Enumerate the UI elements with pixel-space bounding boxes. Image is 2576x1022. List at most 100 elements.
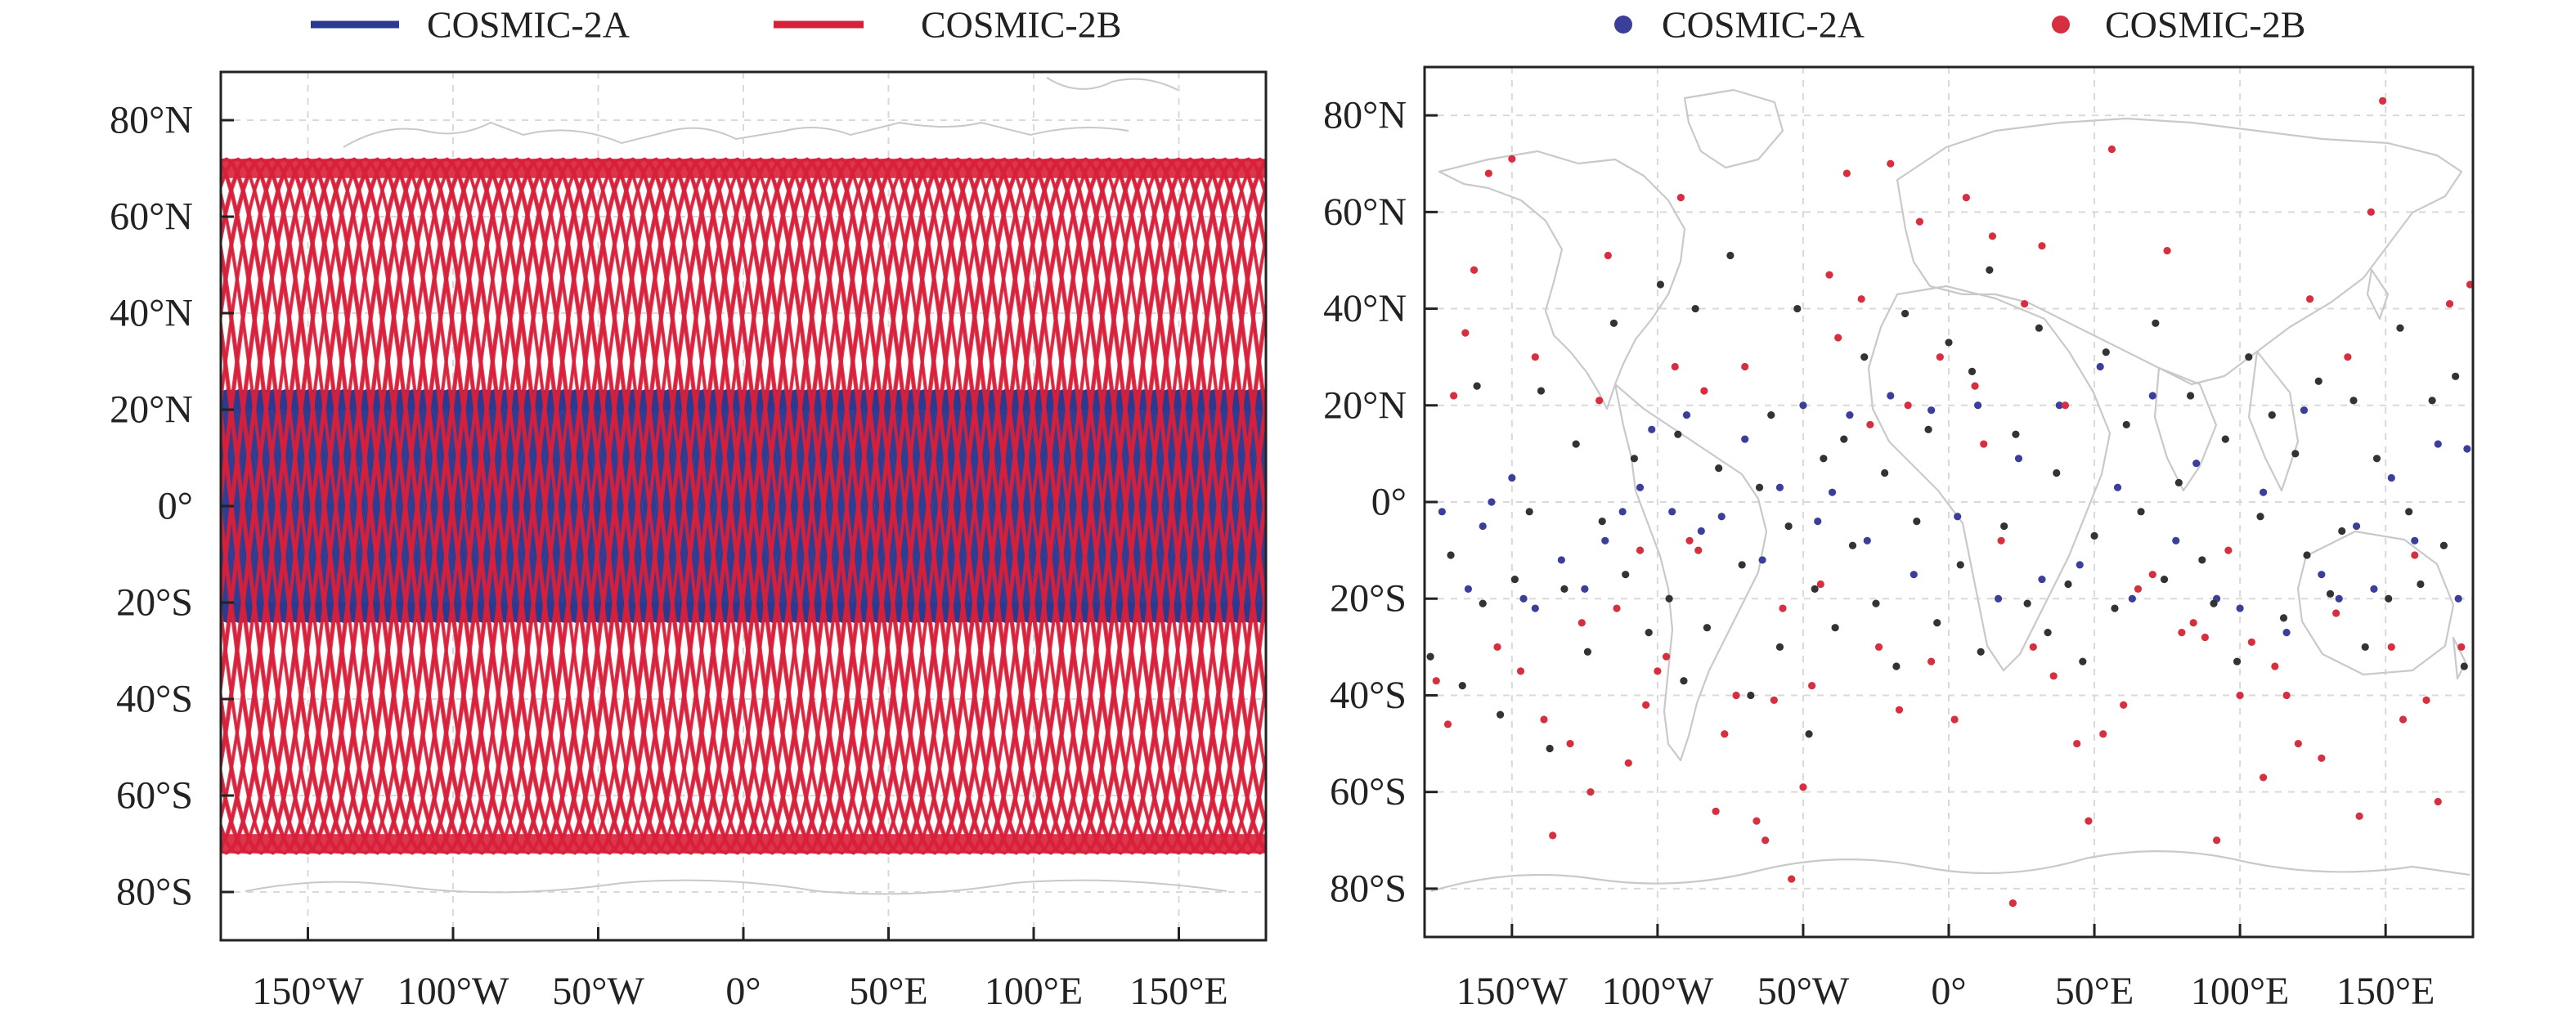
occultation-point: [2128, 594, 2136, 603]
occultation-point: [1755, 483, 1764, 491]
occultation-point: [1872, 599, 1880, 607]
occultation-point: [1741, 435, 1749, 443]
occultation-point: [2338, 527, 2346, 536]
x-axis: 150°W 100°W 50°W 0° 50°E 100°E 150°E: [1456, 924, 2435, 1013]
x-tick-label: 150°E: [2336, 970, 2435, 1013]
occultation-point: [2044, 629, 2052, 637]
ground-track-2b: [221, 157, 1266, 855]
occultation-point: [2405, 508, 2413, 516]
occultation-point: [2332, 609, 2340, 617]
ground-track-panel: COSMIC-2A COSMIC-2B 80°N 60°N 40°N 20°N 0° 20°…: [110, 4, 1268, 1013]
occultation-point: [2160, 575, 2169, 584]
occultation-point: [1814, 518, 1822, 526]
occultation-point: [2457, 643, 2466, 651]
occultation-point: [1537, 387, 1546, 395]
occultation-point: [1426, 652, 1434, 661]
occultation-point: [1712, 807, 1720, 815]
occultation-point: [1598, 518, 1606, 526]
occultation-point: [2385, 594, 2393, 603]
occultation-point: [1685, 536, 1694, 545]
occultation-point: [1758, 556, 1766, 564]
ground-track-2b: [221, 158, 1266, 854]
occultation-point: [1479, 522, 1487, 531]
occultation-point: [2178, 629, 2186, 637]
occultation-point: [1962, 194, 1970, 202]
occultation-point: [2236, 691, 2244, 700]
occultation-point: [2355, 812, 2363, 820]
x-tick-label: 50°W: [1757, 970, 1850, 1013]
occultation-point: [2268, 411, 2276, 419]
occultation-point: [1624, 759, 1632, 767]
occultation-point: [2463, 445, 2471, 453]
occultation-point: [1936, 353, 1944, 361]
ground-track-band: [221, 834, 1266, 854]
coastline-basemap: [1430, 88, 2471, 893]
occultation-point: [2349, 397, 2358, 405]
occultation-point: [2221, 435, 2229, 443]
occultation-point: [1572, 440, 1580, 448]
occultation-point: [2434, 440, 2442, 448]
occultation-point: [1613, 604, 1621, 612]
occultation-point: [2076, 561, 2084, 569]
x-tick-label: 150°W: [1456, 970, 1568, 1013]
x-tick-label: 100°W: [397, 970, 509, 1013]
occultation-point: [2367, 208, 2375, 216]
occultation-point: [2038, 242, 2046, 250]
occultation-point: [2107, 145, 2116, 154]
occultation-point: [1557, 556, 1565, 564]
occultation-point: [1694, 546, 1703, 554]
occultation-point: [1831, 624, 1839, 632]
occultation-point: [1997, 536, 2005, 545]
occultation-point: [1805, 730, 1813, 738]
ground-track-2b: [221, 158, 1266, 854]
occultation-point: [1458, 682, 1466, 690]
occultation-point: [1630, 455, 1638, 463]
occultation-point: [1618, 508, 1627, 516]
occultation-point: [1715, 464, 1723, 473]
chart-legend: COSMIC-2A COSMIC-2B: [311, 4, 1121, 46]
occultation-point: [2445, 300, 2454, 308]
ground-track-2b: [221, 158, 1266, 854]
occultation-point: [2428, 397, 2436, 405]
y-tick-label: 60°N: [1323, 191, 1407, 234]
legend-swatch: [1614, 16, 1632, 34]
occultation-point: [1656, 280, 1665, 289]
occultation-point: [2305, 295, 2314, 303]
occultation-point: [1508, 473, 1516, 482]
occultation-point: [1799, 401, 1807, 410]
y-tick-label: 0°: [1371, 481, 1407, 524]
occultation-point: [1642, 701, 1650, 709]
occultation-point: [1732, 691, 1740, 700]
y-axis: 80°N 60°N 40°N 20°N 0° 20°S 40°S 60°S 80°S: [110, 99, 234, 914]
occultation-point: [1866, 420, 1874, 429]
occultation-point: [2271, 662, 2279, 670]
occultation-point: [2023, 599, 2031, 607]
occultation-point: [1857, 295, 1865, 303]
occultation-point: [2417, 580, 2425, 589]
y-tick-label: 80°S: [1330, 867, 1407, 910]
occultation-point: [1924, 425, 1932, 433]
legend-swatch: [2052, 16, 2070, 34]
occultation-point: [1892, 662, 1901, 670]
occultation-point: [1950, 715, 1959, 724]
occultation-point: [1622, 571, 1630, 579]
occultation-point: [1691, 304, 1699, 313]
occultation-point: [1531, 604, 1539, 612]
occultation-point: [2291, 450, 2300, 458]
occultation-point: [2152, 319, 2160, 327]
occultation-point: [1671, 362, 1679, 371]
x-tick-label: 150°W: [252, 970, 364, 1013]
occultation-point: [1601, 536, 1609, 545]
occultation-point: [2014, 455, 2023, 463]
occultation-point: [1945, 338, 1953, 347]
chart-grid: [1425, 67, 2473, 937]
occultation-point: [2102, 348, 2110, 356]
occultation-point: [2122, 420, 2130, 429]
occultation-point: [1811, 585, 1819, 594]
x-tick-label: 100°E: [985, 970, 1084, 1013]
occultation-point: [2399, 715, 2408, 724]
occultation-point: [1674, 430, 1682, 438]
occultation-point: [1697, 527, 1705, 536]
occultation-point: [2029, 643, 2037, 651]
y-tick-label: 20°S: [116, 581, 193, 625]
